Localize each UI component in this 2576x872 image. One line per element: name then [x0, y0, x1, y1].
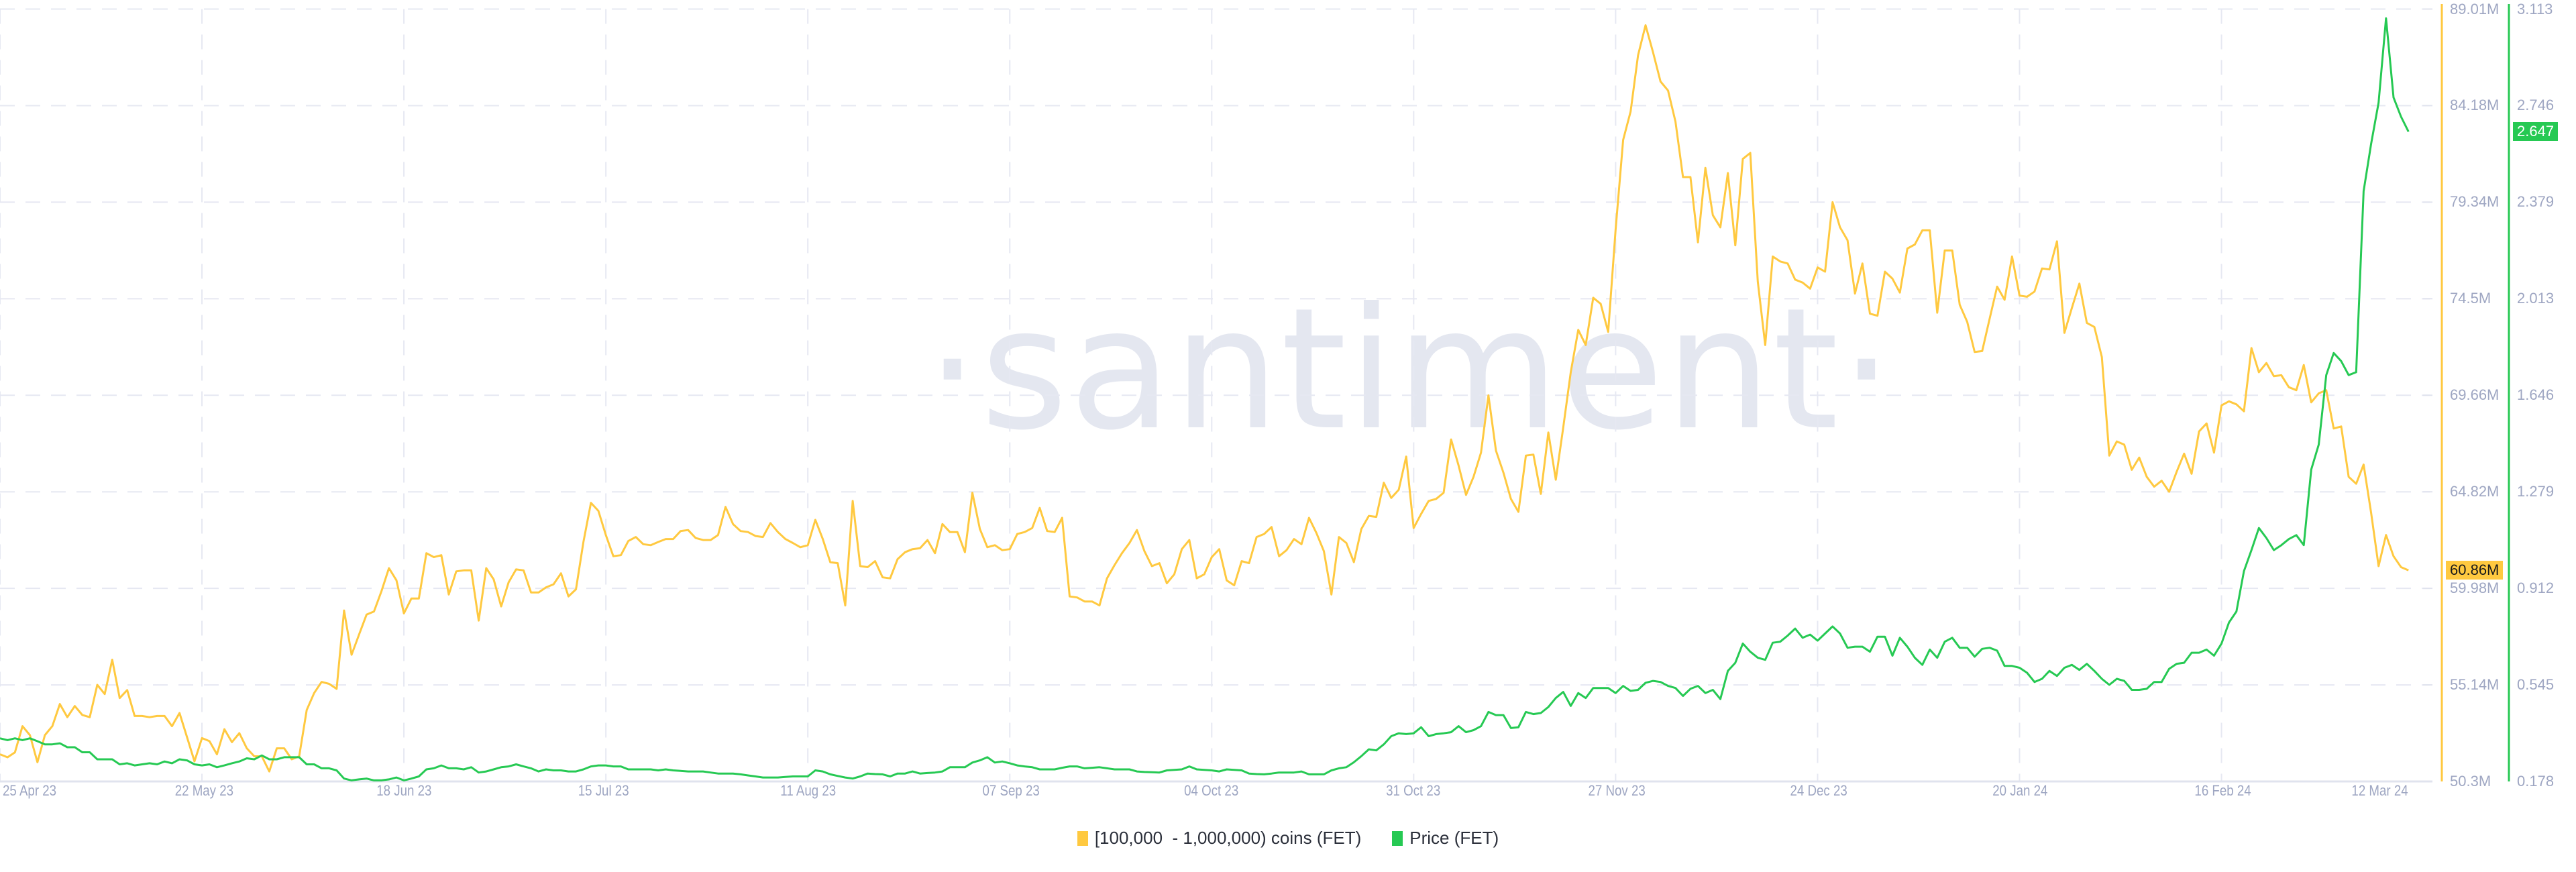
y-tick-label-left: 64.82M — [2450, 483, 2500, 500]
legend-swatch-holders — [1077, 830, 1088, 846]
x-tick-label: 24 Dec 23 — [1790, 782, 1848, 799]
legend-item-holders[interactable]: [100,000 - 1,000,000) coins (FET) — [1077, 828, 1361, 849]
legend-label-price: Price (FET) — [1409, 828, 1499, 848]
x-tick-label: 27 Nov 23 — [1588, 782, 1646, 799]
y-tick-label-right: 2.379 — [2517, 193, 2555, 211]
x-tick-label: 07 Sep 23 — [982, 782, 1040, 799]
x-tick-label: 20 Jan 24 — [1992, 782, 2047, 799]
y-tick-label-left: 69.66M — [2450, 386, 2500, 404]
legend: [100,000 - 1,000,000) coins (FET) Price … — [0, 828, 2576, 849]
x-tick-label: 04 Oct 23 — [1184, 782, 1239, 799]
y-tick-label-right: 0.545 — [2517, 676, 2555, 694]
x-tick-label: 25 Apr 23 — [3, 782, 57, 799]
y-tick-label-left: 84.18M — [2450, 97, 2500, 114]
last-value-badge-price: 2.647 — [2513, 122, 2559, 142]
last-value-badge-holders: 60.86M — [2446, 561, 2504, 580]
x-tick-label: 16 Feb 24 — [2194, 782, 2251, 799]
x-tick-label: 11 Aug 23 — [780, 782, 837, 799]
y-tick-label-left: 50.3M — [2450, 773, 2491, 789]
y-tick-label-right: 1.646 — [2517, 386, 2555, 404]
y-tick-label-right: 2.746 — [2517, 97, 2555, 114]
y-tick-label-left: 79.34M — [2450, 193, 2500, 211]
x-tick-label: 12 Mar 24 — [2351, 782, 2408, 799]
x-tick-label: 22 May 23 — [174, 782, 234, 799]
series-line-holders — [0, 24, 2409, 773]
y-tick-label-right: 2.013 — [2517, 290, 2555, 307]
y-tick-label-left: 74.5M — [2450, 290, 2491, 307]
y-tick-label-left: 89.01M — [2450, 0, 2500, 17]
y-tick-label-left: 55.14M — [2450, 676, 2500, 694]
y-tick-label-left: 59.98M — [2450, 580, 2500, 597]
legend-swatch-price — [1392, 830, 1403, 846]
y-tick-label-right: 1.279 — [2517, 483, 2555, 500]
legend-item-price[interactable]: Price (FET) — [1392, 828, 1499, 849]
legend-label-holders: [100,000 - 1,000,000) coins (FET) — [1094, 828, 1362, 848]
santiment-watermark: ·santiment· — [926, 272, 1895, 467]
y-tick-label-right: 3.113 — [2517, 0, 2553, 17]
x-tick-label: 31 Oct 23 — [1386, 782, 1441, 799]
x-tick-label: 18 Jun 23 — [376, 782, 432, 799]
y-tick-label-right: 0.912 — [2517, 580, 2555, 597]
series-line-price — [0, 17, 2410, 781]
x-tick-label: 15 Jul 23 — [578, 782, 629, 799]
y-tick-label-right: 0.178 — [2517, 773, 2555, 789]
